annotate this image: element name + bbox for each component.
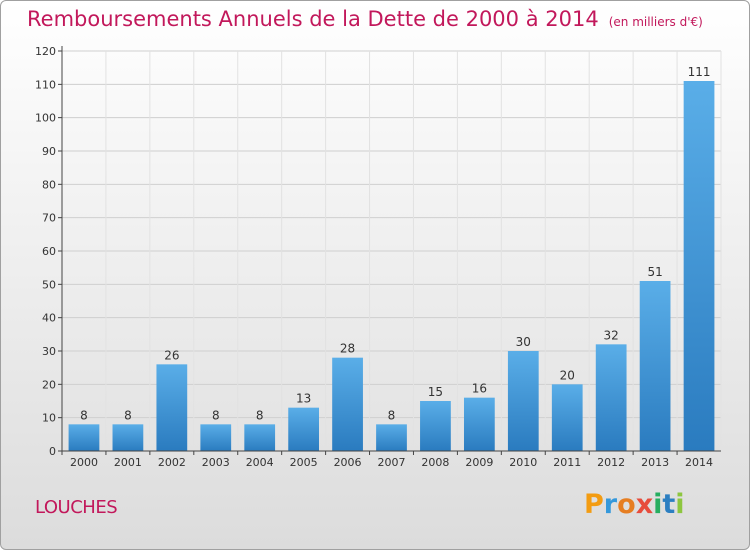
bar-2009 <box>463 397 495 451</box>
value-label-2010: 30 <box>516 335 531 349</box>
bar-2014 <box>683 81 715 451</box>
x-tick-label-2000: 2000 <box>70 456 98 469</box>
bar-2000 <box>68 424 100 451</box>
bar-2003 <box>200 424 232 451</box>
brand-letter: t <box>662 489 676 520</box>
bar-2008 <box>420 401 451 451</box>
bars <box>68 81 715 451</box>
value-label-2012: 32 <box>604 328 619 342</box>
axes <box>58 46 721 455</box>
y-tick-label: 120 <box>35 45 56 58</box>
y-tick-label: 110 <box>35 78 56 91</box>
value-label-2013: 51 <box>647 265 662 279</box>
bar-2012 <box>595 344 627 451</box>
y-tick-label: 60 <box>42 245 56 258</box>
commune-name: LOUCHES <box>35 497 118 518</box>
brand-letter: i <box>675 489 685 520</box>
x-tick-label-2012: 2012 <box>597 456 625 469</box>
x-tick-label-2002: 2002 <box>158 456 186 469</box>
value-label-2005: 13 <box>296 392 311 406</box>
x-tick-label-2014: 2014 <box>685 456 713 469</box>
value-label-2009: 16 <box>472 382 487 396</box>
value-label-2002: 26 <box>164 348 179 362</box>
y-tick-label: 50 <box>42 278 56 291</box>
bar-2005 <box>288 407 320 451</box>
bar-2002 <box>156 364 188 451</box>
brand-letter: i <box>653 489 663 520</box>
bar-2013 <box>639 281 671 451</box>
labels: 0 10 20 30 40 50 60 70 80 90 100 110 120 8 2000 8 2001 26… <box>35 45 713 469</box>
value-label-2001: 8 <box>124 408 132 422</box>
bar-2004 <box>244 424 276 451</box>
x-tick-label-2004: 2004 <box>246 456 274 469</box>
x-tick-label-2008: 2008 <box>421 456 449 469</box>
x-tick-label-2007: 2007 <box>378 456 406 469</box>
y-tick-label: 70 <box>42 212 56 225</box>
value-label-2007: 8 <box>388 408 396 422</box>
chart-title-text: Remboursements Annuels de la Dette de 20… <box>27 7 599 31</box>
x-tick-label-2003: 2003 <box>202 456 230 469</box>
x-tick-label-2009: 2009 <box>465 456 493 469</box>
bar-2006 <box>332 357 363 451</box>
x-tick-label-2013: 2013 <box>641 456 669 469</box>
value-label-2008: 15 <box>428 385 443 399</box>
bar-2011 <box>551 384 583 451</box>
bar-2001 <box>112 424 144 451</box>
x-tick-label-2006: 2006 <box>334 456 362 469</box>
value-label-2004: 8 <box>256 408 264 422</box>
brand-letter: r <box>603 489 618 520</box>
x-tick-label-2011: 2011 <box>553 456 581 469</box>
value-label-2011: 20 <box>560 368 575 382</box>
y-tick-label: 100 <box>35 112 56 125</box>
y-tick-label: 10 <box>42 412 56 425</box>
x-tick-label-2001: 2001 <box>114 456 142 469</box>
x-tick-label-2005: 2005 <box>290 456 318 469</box>
value-label-2000: 8 <box>80 408 88 422</box>
chart-subtitle: (en milliers d'€) <box>608 15 703 29</box>
brand-letter: P <box>584 489 604 520</box>
bar-2007 <box>376 424 407 451</box>
brand-letter: o <box>617 489 636 520</box>
value-label-2014: 111 <box>688 65 711 79</box>
y-tick-label: 20 <box>42 378 56 391</box>
y-tick-label: 90 <box>42 145 56 158</box>
value-label-2006: 28 <box>340 342 355 356</box>
y-tick-label: 0 <box>49 445 56 458</box>
chart-title: Remboursements Annuels de la Dette de 20… <box>27 7 703 31</box>
y-tick-label: 80 <box>42 178 56 191</box>
bar-2010 <box>507 351 539 451</box>
x-tick-label-2010: 2010 <box>509 456 537 469</box>
brand-letter: x <box>635 489 654 520</box>
value-label-2003: 8 <box>212 408 220 422</box>
y-tick-label: 40 <box>42 312 56 325</box>
brand-logo: Proxiti <box>584 489 685 520</box>
y-tick-label: 30 <box>42 345 56 358</box>
